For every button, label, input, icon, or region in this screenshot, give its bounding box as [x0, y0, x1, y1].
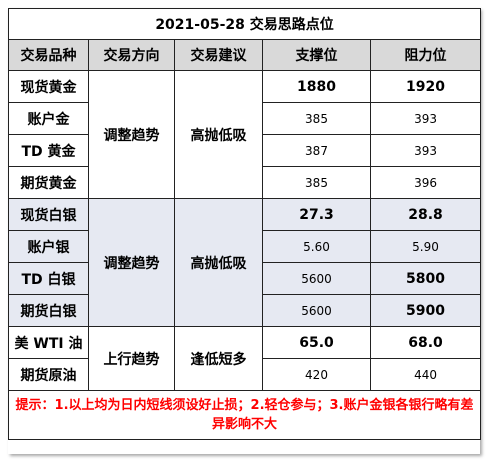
- resistance-value: 28.8: [369, 198, 482, 231]
- support-value: 5600: [262, 262, 371, 295]
- resistance-value: 1920: [369, 70, 482, 103]
- header-product: 交易品种: [8, 39, 89, 71]
- header-advice: 交易建议: [174, 39, 263, 71]
- product-name: 期货白银: [8, 294, 89, 327]
- support-value: 27.3: [262, 198, 371, 231]
- direction-cell: 调整趋势: [88, 70, 175, 199]
- product-name: 账户金: [8, 102, 89, 135]
- product-name: 现货白银: [8, 198, 89, 231]
- table-row: 现货白银 调整趋势 高抛低吸 27.3 28.8: [8, 198, 482, 327]
- resistance-value: 5.90: [369, 230, 482, 263]
- product-name: 账户银: [8, 230, 89, 263]
- support-value: 1880: [262, 70, 371, 103]
- product-name: 期货黄金: [8, 166, 89, 199]
- disclaimer-note: 提示：1.以上均为日内短线须设好止损；2.轻仓参与；3.账户金银各银行略有差异影…: [7, 390, 482, 440]
- advice-cell: 高抛低吸: [174, 70, 263, 199]
- header-support: 支撑位: [262, 39, 371, 71]
- product-name: TD 白银: [8, 262, 89, 295]
- header-resistance: 阻力位: [369, 39, 482, 71]
- support-value: 420: [262, 358, 371, 391]
- advice-cell: 逢低短多: [174, 326, 263, 391]
- support-value: 385: [262, 102, 371, 135]
- resistance-value: 440: [369, 358, 482, 391]
- table-row: 期货原油 420 440: [8, 358, 482, 391]
- direction-cell: 上行趋势: [88, 326, 175, 391]
- product-name: TD 黄金: [8, 134, 89, 167]
- resistance-value: 68.0: [369, 326, 482, 359]
- table-row: 美 WTI 油 上行趋势 逢低短多 65.0 68.0: [8, 326, 482, 391]
- support-value: 387: [262, 134, 371, 167]
- resistance-value: 5900: [369, 294, 482, 327]
- support-value: 5600: [262, 294, 371, 327]
- product-name: 现货黄金: [8, 70, 89, 103]
- table-row: TD 白银 5600 5800: [8, 262, 482, 295]
- trading-table: 2021-05-28 交易思路点位 交易品种 交易方向 交易建议 支撑位 阻力位…: [7, 8, 482, 440]
- support-value: 385: [262, 166, 371, 199]
- resistance-value: 5800: [369, 262, 482, 295]
- table-title: 2021-05-28 交易思路点位: [7, 8, 482, 40]
- resistance-value: 393: [369, 102, 482, 135]
- support-value: 65.0: [262, 326, 371, 359]
- resistance-value: 393: [369, 134, 482, 167]
- trading-table-card: 2021-05-28 交易思路点位 交易品种 交易方向 交易建议 支撑位 阻力位…: [7, 8, 482, 454]
- product-name: 期货原油: [8, 358, 89, 391]
- header-direction: 交易方向: [88, 39, 175, 71]
- support-value: 5.60: [262, 230, 371, 263]
- product-name: 美 WTI 油: [8, 326, 89, 359]
- direction-cell: 调整趋势: [88, 198, 175, 327]
- resistance-value: 396: [369, 166, 482, 199]
- table-row: 现货黄金 调整趋势 高抛低吸 1880 1920: [8, 70, 482, 199]
- advice-cell: 高抛低吸: [174, 198, 263, 327]
